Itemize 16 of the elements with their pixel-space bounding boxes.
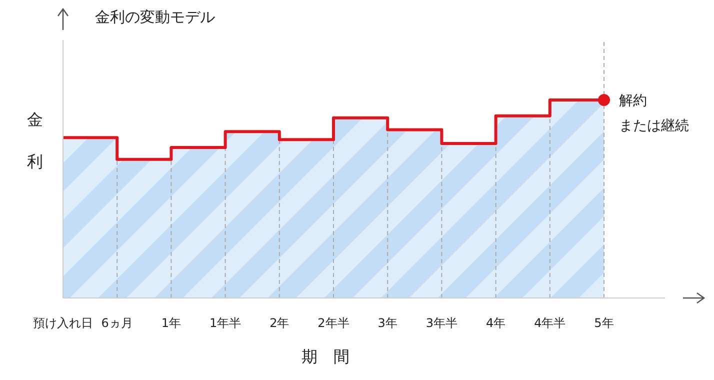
annotation: 解約 [619, 93, 647, 109]
x-tick-label: 4年半 [534, 316, 566, 330]
text: 金利 [27, 110, 43, 171]
chart-title: 金利の変動モデル [95, 8, 215, 26]
x-tick-label: 2年 [270, 316, 290, 330]
x-tick-label: 6ヵ月 [101, 316, 133, 330]
x-tick-label: 3年 [378, 316, 398, 330]
x-tick-label: 1年 [161, 316, 182, 330]
x-tick-label: 4年 [486, 316, 506, 330]
x-tick-label: 1年半 [209, 316, 242, 330]
x-tick-label: 2年半 [318, 316, 350, 330]
x-axis-title: 期 間 [302, 347, 350, 366]
x-tick-label: 預け入れ日 [33, 316, 93, 330]
annotation: または継続 [619, 118, 689, 134]
x-tick-label: 5年 [594, 316, 614, 330]
x-tick-label: 3年半 [426, 316, 458, 330]
